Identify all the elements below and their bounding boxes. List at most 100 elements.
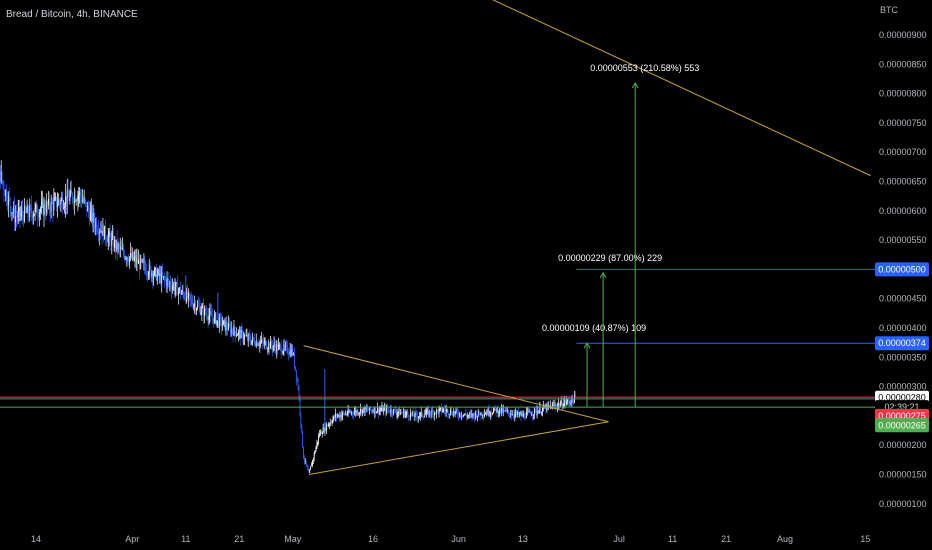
candle-body [419,415,420,417]
candle-body [343,412,345,414]
candle-body [191,298,193,304]
candle-body [24,206,26,211]
candle-body [232,331,234,336]
candle-body [517,411,519,415]
candle-body [80,192,81,198]
candle-body [183,293,185,298]
candle-body [506,410,508,412]
target-label: 0.00000229 (87.00%) 229 [558,253,662,263]
candle-body [268,343,270,349]
candle-body [188,292,190,295]
candle-body [395,412,397,415]
candle-body [499,408,501,413]
candle-body [166,279,168,286]
candle-body [210,310,212,313]
candle-body [111,237,113,246]
candle-body [533,414,534,416]
candle-body [126,257,128,260]
candle-body [116,239,118,250]
candle-body [501,407,502,413]
candle-body [106,240,108,243]
candle-body [34,207,36,214]
candle-body [404,413,406,417]
candle-body [140,257,142,261]
candle-body [452,411,454,416]
candle-body [320,431,321,435]
candle-body [176,282,178,284]
candle-body [6,190,7,202]
candle-body [474,414,476,418]
candle-body [455,409,457,412]
candle-body [334,415,336,418]
y-tick-label: 0.00000150 [879,470,927,480]
candle-body [247,334,249,340]
candle-body [411,411,413,415]
candle-body [384,407,386,409]
candle-body [134,256,136,259]
candle-body [340,414,342,418]
candle-body [215,314,217,325]
candle-body [293,353,295,355]
candle-body [571,396,573,404]
candle-body [94,222,96,228]
candle-body [35,204,37,208]
candle-body [31,207,32,214]
candle-body [14,207,15,223]
y-tick-label: 0.00000600 [879,206,927,216]
candle-body [460,413,461,417]
candle-body [194,304,196,306]
candle-body [463,414,465,416]
candle-body [394,409,395,410]
candle-body [545,406,547,411]
candle-body [45,211,47,213]
candle-body [353,412,355,415]
candle-body [160,273,162,283]
candle-body [195,304,197,311]
candle-body [330,422,332,424]
candle-body [572,396,574,400]
candle-body [29,206,31,217]
candle-body [72,193,73,201]
y-tick-label: 0.00000700 [879,147,927,157]
candle-body [561,400,563,408]
candle-body [174,287,176,291]
candle-body [146,273,147,274]
candle-body [502,409,504,413]
candle-body [230,328,232,333]
candle-body [438,408,440,414]
candle-body [496,408,498,413]
candle-body [530,413,532,416]
candle-body [441,407,443,412]
candle-body [357,410,359,414]
chart-title: Bread / Bitcoin, 4h, BINANCE [6,9,138,20]
candle-body [131,253,132,259]
candle-body [276,344,278,352]
candle-body [315,447,317,452]
price-tag: 0.00000280 [878,393,926,403]
candle-body [459,413,460,417]
candle-body [532,414,534,416]
candle-body [513,415,515,417]
candle-body [153,274,155,279]
candle-body [440,407,442,409]
candle-body [348,409,350,413]
candle-body [316,442,318,448]
candle-body [262,341,264,344]
candle-body [196,304,198,309]
y-tick-label: 0.00000350 [879,352,927,362]
candle-body [244,335,246,339]
candle-body [567,399,568,402]
candle-body [341,415,343,418]
candle-body [281,352,283,354]
candle-body [565,400,567,404]
candle-body [456,409,458,412]
candle-body [256,341,258,346]
candle-body [259,342,261,346]
candle-body [457,411,459,415]
candle-body [335,413,336,418]
candle-body [169,282,171,284]
candle-body [207,317,209,320]
candle-body [287,345,288,353]
candle-body [117,244,119,250]
